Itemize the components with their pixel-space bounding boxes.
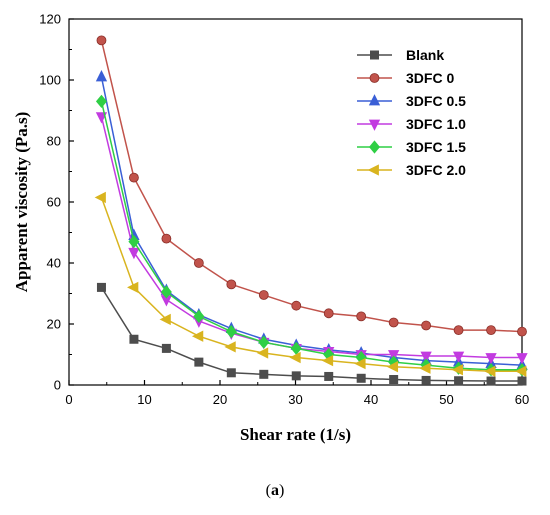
- caption-letter: a: [271, 482, 279, 499]
- y-tick-label: 0: [54, 378, 61, 393]
- data-point: [388, 317, 399, 328]
- data-point: [454, 376, 464, 386]
- data-point: [289, 351, 301, 364]
- data-point: [356, 373, 366, 383]
- data-point: [259, 369, 269, 379]
- data-point: [291, 300, 302, 311]
- x-tick-label: 0: [65, 392, 72, 407]
- series-line: [100, 101, 522, 371]
- legend-marker: [368, 94, 381, 106]
- y-tick-label: 40: [47, 256, 61, 271]
- data-point: [323, 308, 334, 319]
- data-point: [94, 191, 106, 204]
- legend-label: Blank: [406, 47, 444, 63]
- data-point: [389, 375, 399, 385]
- data-point: [161, 233, 172, 244]
- data-point: [356, 311, 367, 322]
- data-point: [386, 361, 399, 373]
- data-point: [95, 94, 107, 108]
- y-axis-title: Apparent viscosity (Pa.s): [12, 112, 31, 293]
- legend-marker: [368, 119, 381, 131]
- data-point: [515, 365, 527, 377]
- data-point: [421, 320, 432, 331]
- data-point: [226, 279, 237, 290]
- data-point: [388, 350, 400, 362]
- data-point: [127, 281, 139, 294]
- legend-label: 3DFC 2.0: [406, 162, 466, 178]
- legend-marker: [370, 50, 379, 60]
- data-point: [160, 285, 172, 299]
- data-point: [453, 325, 464, 336]
- data-point: [193, 309, 205, 323]
- legend-label: 3DFC 0.5: [406, 93, 466, 109]
- x-tick-label: 50: [439, 392, 453, 407]
- data-point: [258, 335, 270, 349]
- data-point: [419, 362, 431, 374]
- x-tick-label: 30: [288, 392, 302, 407]
- legend-marker: [368, 140, 381, 154]
- data-point: [159, 313, 171, 326]
- y-tick-label: 100: [39, 73, 61, 88]
- data-point: [194, 357, 204, 367]
- data-point: [256, 347, 269, 359]
- x-axis-title: Shear rate (1/s): [240, 425, 351, 444]
- series-3dfc-2-0: [94, 191, 527, 377]
- data-point: [161, 343, 171, 353]
- series-line: [100, 287, 522, 382]
- data-point: [421, 375, 431, 385]
- x-tick-label: 60: [515, 392, 529, 407]
- data-point: [354, 358, 366, 370]
- legend-marker: [367, 164, 379, 176]
- data-point: [420, 351, 432, 363]
- data-point: [128, 235, 140, 249]
- viscosity-chart: 0 10 20 30 40 50 60 0 20 40 60 80 100 120 Shear rate (…: [12, 12, 529, 445]
- data-point: [193, 258, 204, 268]
- series-blank: [96, 282, 527, 386]
- data-point: [486, 376, 496, 386]
- x-tick-label: 40: [364, 392, 378, 407]
- data-point: [517, 376, 527, 386]
- data-point: [291, 371, 301, 381]
- data-point: [258, 290, 269, 300]
- legend-label: 3DFC 1.5: [406, 139, 466, 155]
- data-point: [96, 35, 107, 46]
- legend: Blank 3DFC 0 3DFC 0.5 3DFC 1.0 3DFC 1.5 3DFC …: [357, 47, 466, 178]
- data-point: [96, 282, 106, 292]
- data-point: [321, 354, 334, 367]
- x-tick-label: 20: [213, 392, 227, 407]
- y-tick-label: 60: [47, 195, 61, 210]
- data-point: [484, 365, 496, 377]
- y-tick-label: 120: [39, 12, 61, 27]
- data-point: [128, 247, 140, 260]
- data-point: [226, 368, 236, 378]
- data-point: [129, 172, 139, 183]
- series-3dfc-1-5: [95, 94, 528, 377]
- legend-label: 3DFC 1.0: [406, 116, 466, 132]
- data-point: [95, 70, 108, 82]
- x-tick-label: 10: [137, 392, 151, 407]
- data-point: [451, 364, 463, 376]
- series-line: [100, 40, 523, 333]
- legend-marker: [369, 73, 380, 83]
- data-point: [485, 353, 497, 365]
- data-point: [516, 353, 528, 365]
- legend-label: 3DFC 0: [406, 70, 454, 86]
- data-point: [452, 351, 465, 363]
- data-point: [517, 326, 527, 337]
- caption-close: ): [279, 482, 285, 499]
- caption-open: (: [265, 482, 271, 499]
- data-point: [486, 325, 496, 336]
- series-line: [100, 116, 522, 359]
- data-point: [191, 330, 204, 342]
- y-tick-label: 80: [47, 134, 61, 149]
- data-point: [129, 334, 139, 344]
- data-point: [324, 371, 334, 381]
- data-point: [225, 325, 237, 339]
- figure-caption: (a): [0, 482, 550, 500]
- data-point: [224, 341, 236, 353]
- y-tick-label: 20: [47, 317, 61, 332]
- series-3dfc-0: [96, 35, 527, 337]
